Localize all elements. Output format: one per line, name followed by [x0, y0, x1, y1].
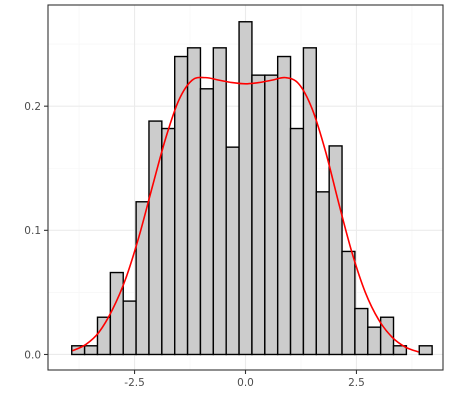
histogram-bar: [276, 55, 292, 356]
x-tick-label: -2.5: [124, 377, 145, 389]
histogram-bar: [367, 326, 382, 356]
histogram-bar: [199, 88, 215, 356]
histogram-bar: [264, 74, 279, 356]
x-tick-label: 0.0: [237, 377, 254, 389]
histogram-bars: [71, 21, 433, 356]
y-tick-label: 0.2: [24, 101, 41, 113]
y-axis: 0.0 0.1 0.2: [24, 101, 48, 361]
histogram-bar: [161, 127, 176, 356]
x-tick-label: 2.5: [348, 377, 365, 389]
histogram-bar: [238, 21, 253, 356]
histogram-bar: [225, 146, 240, 356]
y-tick-label: 0.0: [24, 349, 41, 361]
histogram-bar: [174, 55, 189, 356]
density-curve: [72, 76, 419, 353]
histogram-bar: [315, 191, 330, 356]
histogram-bar: [328, 145, 343, 356]
histogram-bar: [109, 271, 124, 356]
histogram-bar: [212, 47, 227, 356]
histogram-bar: [289, 127, 305, 356]
histogram-bar: [96, 316, 112, 356]
histogram-bar: [341, 250, 356, 356]
histogram-bar: [354, 307, 369, 356]
histogram-bar: [186, 47, 202, 356]
histogram-bar: [418, 345, 433, 356]
y-tick-label: 0.1: [24, 225, 41, 237]
histogram-bar: [83, 345, 99, 356]
histogram-bar: [392, 345, 408, 356]
histogram-bar: [251, 74, 266, 356]
x-axis: -2.5 0.0 2.5: [124, 370, 365, 389]
histogram-bar: [122, 300, 137, 356]
